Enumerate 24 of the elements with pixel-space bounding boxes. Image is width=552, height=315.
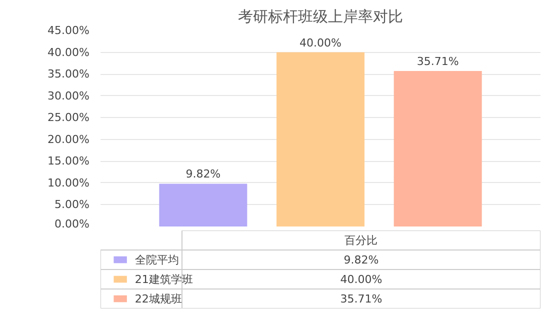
bar	[394, 70, 482, 226]
text: 40.00%	[340, 272, 382, 286]
y-tick-label: 10.00%	[48, 176, 90, 190]
chart-title: 考研标杆班级上岸率对比	[238, 8, 403, 26]
y-tick-label: 30.00%	[48, 89, 90, 102]
bar	[276, 52, 364, 226]
data-label: 35.71%	[416, 54, 459, 68]
y-tick-label: 25.00%	[48, 111, 90, 124]
text: 9.82%	[344, 253, 379, 266]
y-tick-label: 45.00%	[48, 24, 90, 37]
x-tick-label: 百分比	[344, 234, 378, 247]
y-tick-label: 20.00%	[48, 132, 90, 146]
data-label: 40.00%	[300, 36, 342, 50]
y-tick-label: 15.00%	[48, 154, 90, 168]
legend-label: 22城规班	[134, 292, 182, 306]
y-tick-label: 40.00%	[48, 46, 90, 59]
text: 35.71%	[340, 292, 382, 306]
y-tick-label: 5.00%	[54, 198, 90, 212]
bar	[159, 184, 248, 226]
y-tick-label: 35.00%	[48, 68, 90, 81]
y-tick-label: 0.00%	[54, 218, 90, 230]
legend-label: 21建筑学班	[134, 272, 193, 286]
data-label: 9.82%	[186, 168, 221, 181]
legend-label: 全院平均	[134, 253, 179, 266]
